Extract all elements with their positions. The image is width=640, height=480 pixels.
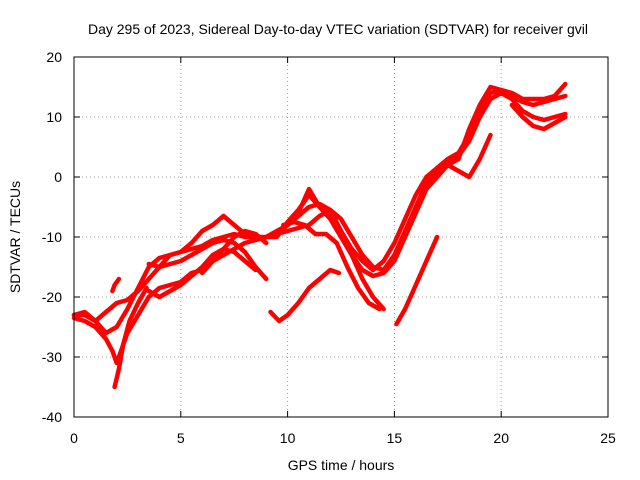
x-tick-label: 0: [70, 430, 78, 446]
x-tick-label: 5: [177, 430, 185, 446]
series-track-4: [146, 237, 269, 282]
axes-ticks: 0 5 10 15 20 25 -40 -30 -20 -10 0 10 20: [42, 49, 616, 446]
x-tick-label: 25: [600, 430, 616, 446]
series-track-9: [268, 267, 342, 324]
y-tick-label: -40: [42, 409, 62, 425]
series-track-11: [110, 276, 122, 294]
series-track-12: [394, 234, 440, 327]
x-tick-label: 10: [280, 430, 296, 446]
grid: [74, 57, 608, 417]
x-axis-label: GPS time / hours: [288, 457, 395, 473]
y-axis-label: SDTVAR / TECUs: [7, 181, 23, 293]
series-track-14: [509, 102, 568, 132]
x-tick-label: 20: [493, 430, 509, 446]
y-tick-label: 0: [54, 169, 62, 185]
series-track-6: [199, 228, 269, 276]
series-group: [71, 81, 568, 390]
chart-title: Day 295 of 2023, Sidereal Day-to-day VTE…: [88, 21, 588, 37]
y-tick-label: 10: [46, 109, 62, 125]
y-tick-label: -20: [42, 289, 62, 305]
x-tick-label: 15: [387, 430, 403, 446]
y-tick-label: 20: [46, 49, 62, 65]
series-track-1: [71, 90, 568, 366]
series-track-5: [146, 246, 258, 300]
y-tick-label: -10: [42, 229, 62, 245]
series-track-8: [281, 219, 382, 312]
series-track-13: [445, 132, 493, 180]
series-track-7: [274, 186, 386, 312]
series-track-10: [112, 285, 149, 390]
y-tick-label: -30: [42, 349, 62, 365]
